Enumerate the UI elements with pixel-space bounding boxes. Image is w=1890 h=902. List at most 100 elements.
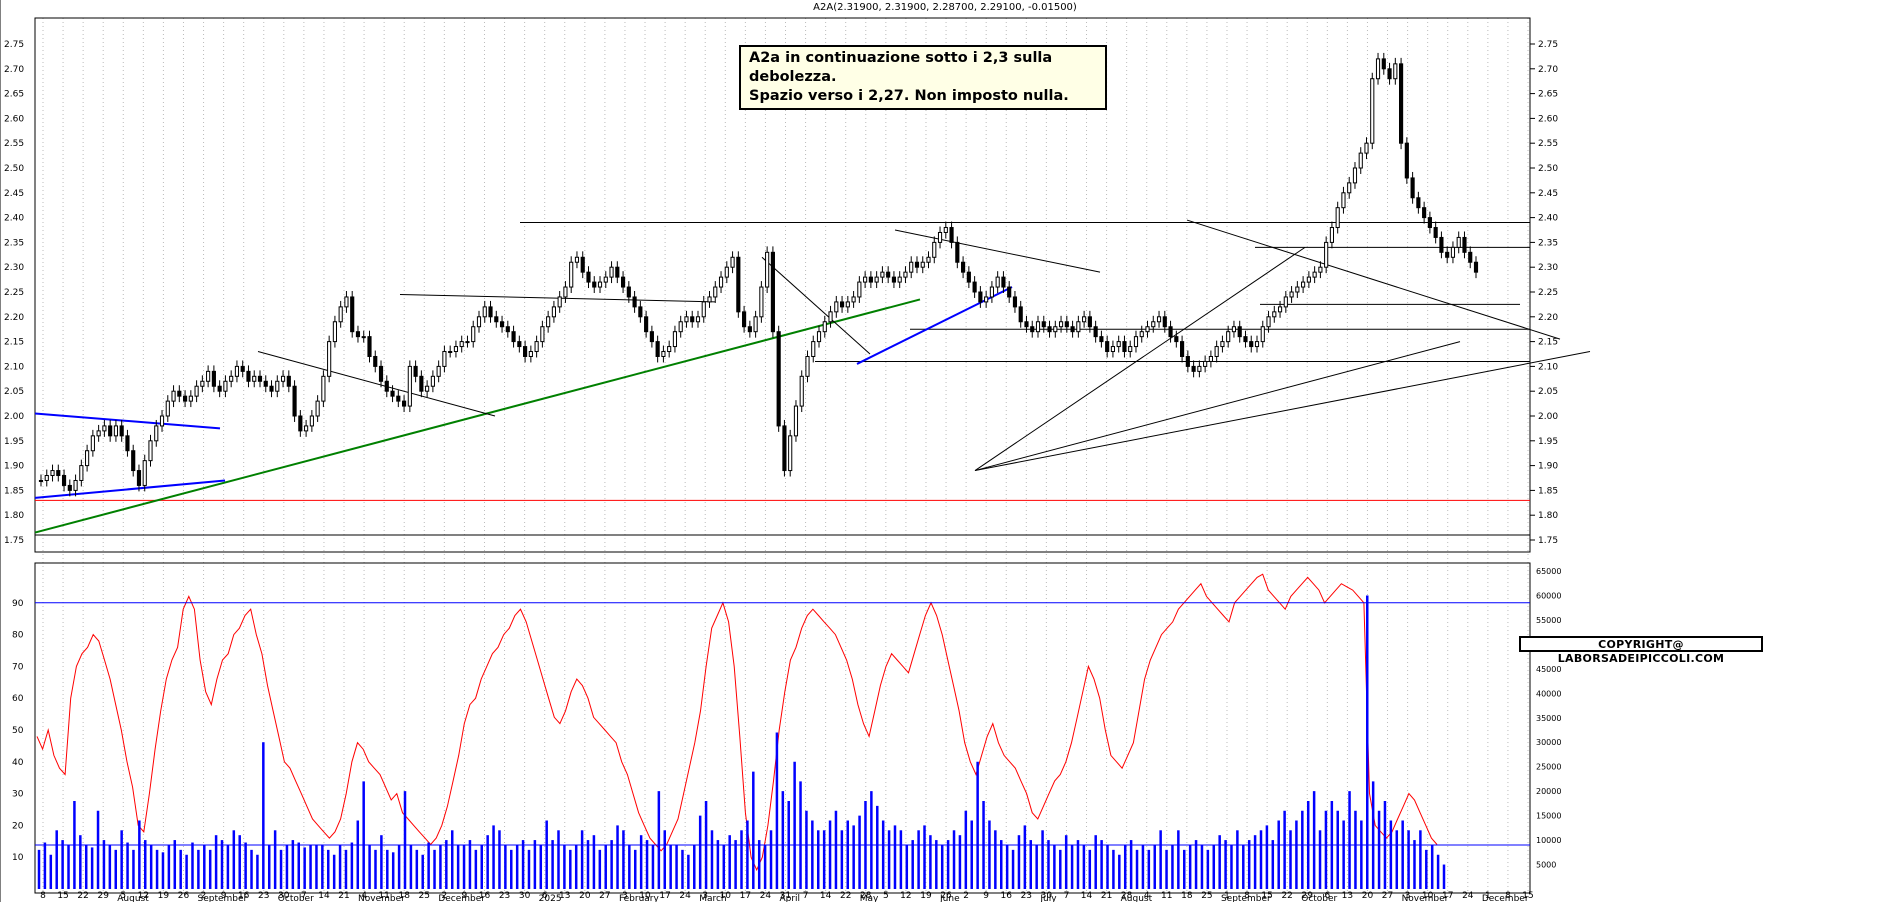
x-day-tick-label: 16: [479, 891, 491, 901]
candle-body: [240, 365, 245, 372]
candle-body: [465, 341, 470, 344]
candle-body: [816, 331, 822, 343]
candle-body: [586, 271, 591, 283]
candle-body: [782, 425, 787, 472]
candle-body: [159, 415, 165, 427]
candle-body: [73, 479, 78, 491]
x-day-tick-label: 4: [361, 891, 367, 901]
price-y-tick-left: 2.50: [4, 164, 24, 174]
candle-body: [1381, 58, 1386, 70]
candle-body: [672, 331, 678, 348]
x-day-tick-label: 27: [1382, 891, 1393, 901]
x-day-tick-label: 14: [820, 891, 832, 901]
price-y-tick-right: 1.85: [1538, 486, 1558, 496]
candle-body: [580, 256, 585, 273]
candle-body: [1427, 217, 1432, 229]
price-y-tick-right: 2.45: [1538, 189, 1558, 199]
x-day-tick-label: 12: [138, 891, 149, 901]
candle-body: [1197, 365, 1202, 372]
candle-body: [742, 311, 747, 328]
candle-body: [1001, 276, 1006, 288]
candle-body: [119, 425, 124, 437]
candle-body: [1393, 63, 1398, 80]
x-day-tick-label: 16: [238, 891, 250, 901]
candle-body: [1243, 336, 1248, 343]
candle-body: [1404, 142, 1409, 179]
candle-body: [690, 316, 695, 323]
candle-body: [407, 365, 412, 407]
x-day-tick-label: 10: [1422, 891, 1434, 901]
x-day-tick-label: 7: [301, 891, 307, 901]
candle-body: [661, 351, 666, 357]
price-y-tick-right: 2.40: [1538, 214, 1558, 224]
x-day-tick-label: 22: [1281, 891, 1292, 901]
x-day-tick-label: 30: [1041, 891, 1053, 901]
x-day-tick-label: 23: [1021, 891, 1032, 901]
candle-body: [1064, 321, 1069, 328]
price-y-tick-left: 2.05: [4, 387, 24, 397]
candle-body: [546, 316, 551, 328]
candle-body: [834, 301, 839, 313]
candle-body: [1168, 326, 1173, 338]
candle-body: [1341, 192, 1346, 209]
candle-body: [292, 385, 297, 417]
candle-body: [1439, 236, 1444, 253]
candle-body: [413, 365, 418, 377]
x-day-tick-label: 23: [258, 891, 269, 901]
candle-body: [1456, 236, 1461, 248]
analysis-note: A2a in continuazione sotto i 2,3 sulla d…: [739, 45, 1107, 110]
candle-body: [730, 256, 735, 268]
price-y-tick-right: 2.05: [1538, 387, 1558, 397]
candle-body: [1226, 331, 1231, 343]
x-day-tick-label: 28: [860, 891, 872, 901]
price-y-tick-left: 2.20: [4, 313, 24, 323]
x-month-label: September: [198, 894, 248, 902]
price-y-tick-left: 1.95: [4, 437, 24, 447]
price-panel-frame: [34, 17, 1531, 553]
x-day-tick-label: 1: [1224, 891, 1230, 901]
candle-body: [280, 375, 286, 382]
candle-body: [1352, 167, 1358, 184]
blue-triangle-lower: [34, 479, 226, 499]
candle-body: [419, 375, 424, 392]
candle-body: [759, 286, 764, 318]
x-day-tick-label: 17: [1442, 891, 1453, 901]
x-day-tick-label: 2: [201, 891, 207, 901]
x-day-tick-label: 3: [702, 891, 708, 901]
x-day-tick-label: 28: [1121, 891, 1133, 901]
x-month-label: June: [939, 894, 960, 902]
candle-body: [1208, 355, 1213, 362]
candle-body: [338, 306, 343, 323]
price-y-tick-right: 2.15: [1538, 338, 1558, 348]
candle-body: [695, 316, 701, 323]
x-day-tick-label: 26: [940, 891, 952, 901]
candle-body: [1237, 326, 1242, 338]
candle-body: [1254, 341, 1260, 348]
candle-body: [563, 286, 568, 298]
candle-body: [684, 316, 689, 323]
chart-title: A2A(2.31900, 2.31900, 2.28700, 2.29100, …: [813, 2, 1077, 13]
candle-body: [1329, 227, 1335, 243]
candle-body: [1295, 286, 1300, 293]
volume-y-tick: 30000: [1536, 738, 1561, 747]
x-day-tick-label: 19: [920, 891, 932, 901]
x-day-tick-label: 30: [278, 891, 290, 901]
candle-body: [592, 281, 597, 288]
osc-y-tick: 10: [12, 853, 24, 863]
candle-body: [649, 331, 654, 343]
candle-body: [1473, 261, 1479, 273]
candle-body: [1422, 207, 1427, 219]
trendline: [974, 351, 1591, 472]
x-day-tick-label: 6: [542, 891, 548, 901]
candle-body: [286, 375, 291, 387]
candle-body: [828, 311, 833, 323]
price-y-tick-left: 2.45: [4, 189, 24, 199]
candle-body: [926, 256, 931, 263]
candle-body: [165, 400, 170, 417]
price-y-tick-left: 2.75: [4, 40, 24, 50]
candle-body: [505, 326, 510, 333]
x-day-tick-label: 3: [1405, 891, 1411, 901]
candle-body: [851, 296, 856, 303]
price-y-tick-right: 2.25: [1538, 288, 1558, 298]
